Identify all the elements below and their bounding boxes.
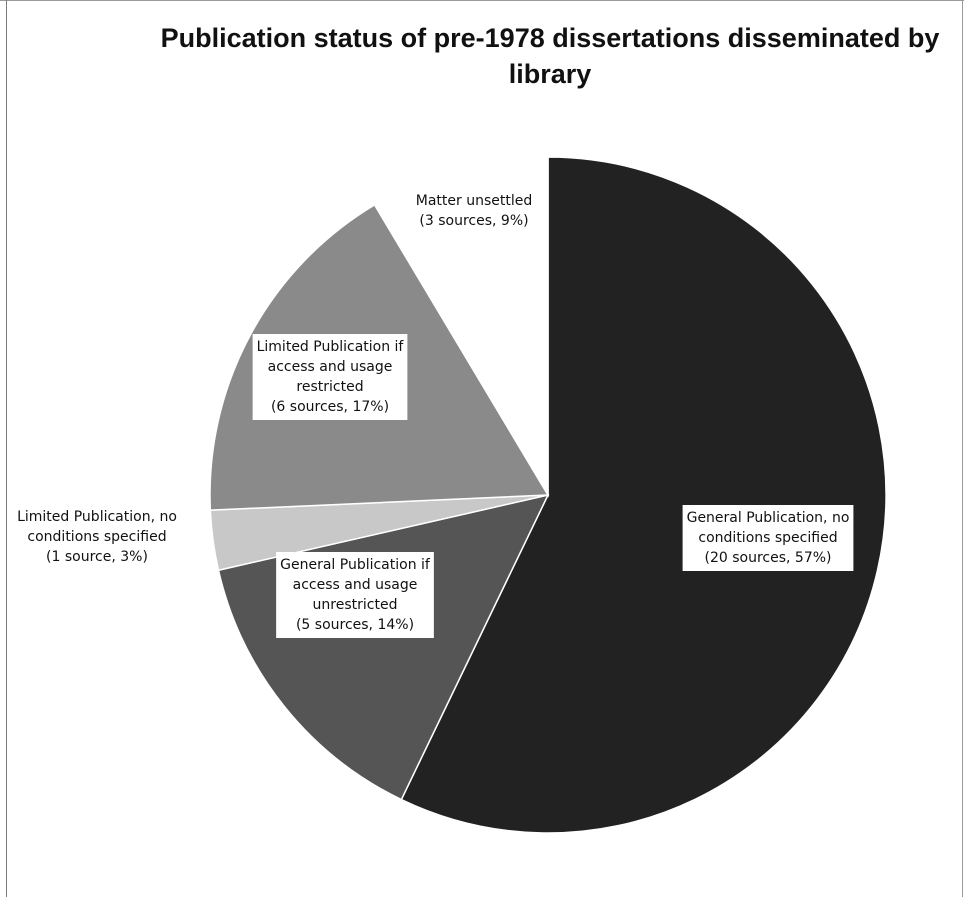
slice-label-3-line-3: (1 source, 3%) xyxy=(46,549,148,565)
slice-label-3-line-1: Limited Publication, no xyxy=(17,509,177,525)
slice-label-4-line-1: Limited Publication if xyxy=(257,339,405,355)
slice-label-1-line-3: (20 sources, 57%) xyxy=(705,550,832,566)
pie-slice-1 xyxy=(400,156,887,834)
frame-right-border xyxy=(962,0,963,897)
slice-label-2-line-1: General Publication if xyxy=(280,557,431,573)
slice-label-4: Limited Publication if access and usage re… xyxy=(252,334,408,420)
slice-label-2-line-3: unrestricted xyxy=(313,597,398,613)
slice-label-box-1 xyxy=(682,505,854,571)
slice-label-4-line-2: access and usage xyxy=(268,359,393,375)
slice-label-2: General Publication if access and usage un… xyxy=(276,552,434,638)
slice-label-5-line-1: Matter unsettled xyxy=(416,193,532,209)
slice-label-2-line-4: (5 sources, 14%) xyxy=(296,617,414,633)
slice-label-box-2 xyxy=(276,552,434,638)
slice-label-1-line-1: General Publication, no xyxy=(687,510,850,526)
slice-label-4-line-3: restricted xyxy=(296,379,363,395)
slice-label-1-line-2: conditions specified xyxy=(698,530,837,546)
chart-title-line-1: Publication status of pre-1978 dissertat… xyxy=(160,23,940,53)
slice-label-3-line-2: conditions specified xyxy=(27,529,166,545)
slice-label-4-line-4: (6 sources, 17%) xyxy=(271,399,389,415)
slice-label-1: General Publication, no conditions specif… xyxy=(682,505,854,571)
pie-labels: General Publication, no conditions specif… xyxy=(17,193,854,638)
slice-label-3: Limited Publication, no conditions specif… xyxy=(17,509,177,565)
slice-label-2-line-2: access and usage xyxy=(293,577,418,593)
pie-slice-5 xyxy=(373,156,549,498)
pie-slices xyxy=(209,156,887,834)
frame-top-border xyxy=(0,0,964,1)
slice-label-5-line-2: (3 sources, 9%) xyxy=(419,213,528,229)
chart-title-line-2: library xyxy=(508,59,592,89)
chart-title: Publication status of pre-1978 dissertat… xyxy=(100,20,964,92)
frame-left-border xyxy=(6,0,7,897)
slice-label-box-4 xyxy=(252,334,408,420)
slice-label-5: Matter unsettled (3 sources, 9%) xyxy=(416,193,532,229)
